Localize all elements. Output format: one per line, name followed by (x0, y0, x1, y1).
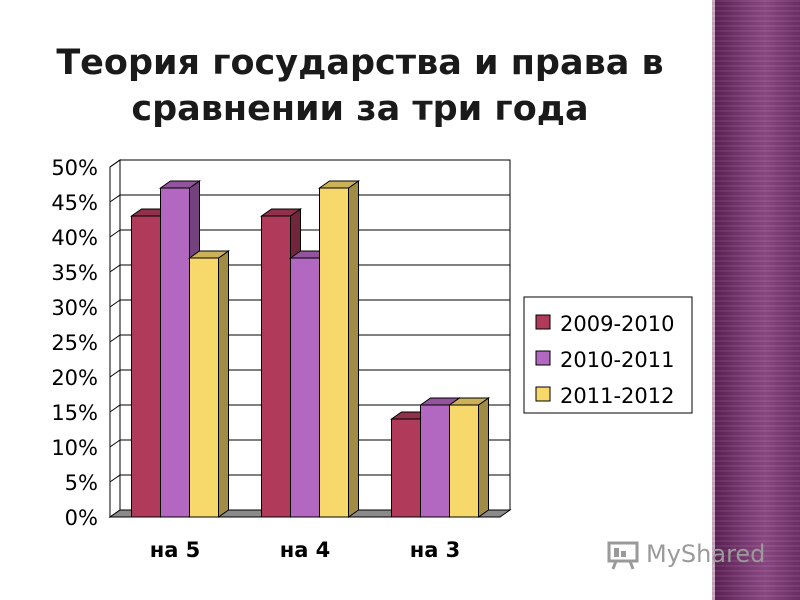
bar (131, 215, 161, 518)
gridline-diagonal (109, 404, 121, 413)
x-tick-label: на 3 (410, 538, 461, 562)
legend-label: 2010-2011 (560, 348, 674, 372)
legend-swatch (535, 350, 551, 366)
y-tick-label: 0% (65, 506, 98, 530)
legend-swatch (535, 386, 551, 402)
y-tick-label: 30% (51, 296, 98, 320)
bar (420, 404, 450, 518)
y-tick-label: 35% (51, 261, 98, 285)
y-tick-label: 10% (51, 436, 98, 460)
title-line-2: сравнении за три года (131, 89, 589, 129)
bar (160, 187, 190, 518)
legend-label: 2011-2012 (560, 384, 674, 408)
legend (523, 296, 693, 414)
bar (449, 404, 479, 518)
gridline-diagonal (109, 369, 121, 378)
gridline-diagonal (109, 264, 121, 273)
legend-swatch (535, 314, 551, 330)
bar-side (478, 397, 489, 518)
gridline-diagonal (109, 194, 121, 203)
bar-side (218, 250, 229, 518)
gridline-diagonal (109, 474, 121, 483)
bar (319, 187, 349, 518)
decorative-side-band (712, 0, 800, 600)
bar (261, 215, 291, 518)
bar-top (317, 180, 361, 189)
gridline-diagonal (109, 334, 121, 343)
bar (189, 257, 219, 518)
y-tick-label: 25% (51, 331, 98, 355)
y-tick-label: 15% (51, 401, 98, 425)
legend-label: 2009-2010 (560, 312, 674, 336)
gridline-diagonal (109, 299, 121, 308)
x-tick-label: на 5 (150, 538, 201, 562)
presentation-board-icon (607, 541, 639, 570)
bar-top (447, 397, 491, 406)
y-tick-label: 45% (51, 191, 98, 215)
page-title: Теория государства и права в сравнении з… (40, 40, 680, 132)
bar-top (259, 208, 303, 217)
y-tick-label: 20% (51, 366, 98, 390)
x-tick-label: на 4 (280, 538, 331, 562)
gridline-diagonal (109, 229, 121, 238)
bar (391, 418, 421, 518)
gridline-diagonal (109, 439, 121, 448)
watermark-text: MyShared (646, 540, 766, 568)
title-line-1: Теория государства и права в (56, 43, 664, 83)
y-tick-label: 50% (51, 156, 98, 180)
gridline-diagonal (109, 159, 121, 168)
bar (290, 257, 320, 518)
bar-side (348, 180, 359, 518)
y-tick-label: 40% (51, 226, 98, 250)
bar-top (187, 250, 231, 259)
y-tick-label: 5% (65, 471, 98, 495)
bar-top (158, 180, 202, 189)
watermark: MyShared (606, 536, 765, 572)
